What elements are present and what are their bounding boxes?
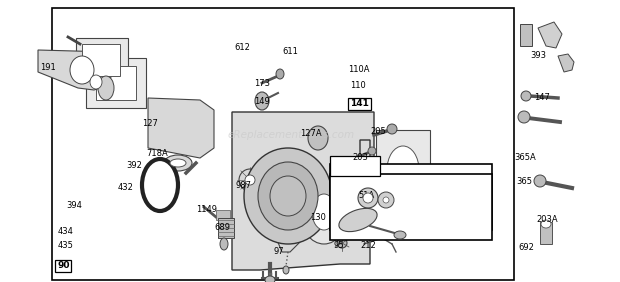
Text: 365A: 365A (514, 153, 536, 162)
Text: 127: 127 (142, 120, 158, 129)
Bar (218, 218, 234, 238)
Text: 147: 147 (534, 94, 550, 102)
Ellipse shape (245, 175, 255, 185)
Ellipse shape (283, 266, 289, 274)
Text: 127A: 127A (300, 129, 322, 138)
Text: 51A: 51A (358, 191, 374, 201)
Text: 692: 692 (518, 243, 534, 252)
Text: eReplacementParts.com: eReplacementParts.com (228, 130, 355, 140)
Ellipse shape (239, 169, 261, 191)
Text: 203: 203 (352, 153, 368, 162)
Ellipse shape (255, 92, 269, 110)
Ellipse shape (383, 197, 389, 203)
Ellipse shape (142, 159, 178, 211)
Ellipse shape (394, 231, 406, 239)
Ellipse shape (351, 181, 365, 199)
Ellipse shape (276, 69, 284, 79)
Text: 212: 212 (360, 241, 376, 250)
Bar (82, 44, 120, 76)
Ellipse shape (358, 188, 378, 208)
Polygon shape (558, 54, 574, 72)
Text: 1149: 1149 (196, 206, 217, 215)
Ellipse shape (220, 238, 228, 250)
Ellipse shape (387, 146, 419, 194)
Ellipse shape (170, 159, 186, 167)
Bar (76, 38, 128, 82)
Ellipse shape (90, 75, 102, 89)
Text: 365: 365 (516, 177, 532, 186)
Polygon shape (38, 50, 116, 90)
Polygon shape (538, 22, 562, 48)
Bar (86, 58, 146, 108)
Text: 95: 95 (334, 241, 345, 250)
Ellipse shape (363, 193, 373, 203)
Text: 149: 149 (254, 98, 270, 107)
Text: 435: 435 (58, 241, 74, 250)
Polygon shape (232, 112, 374, 270)
Ellipse shape (300, 180, 348, 244)
Bar (330, 164, 492, 230)
Text: 689: 689 (214, 224, 230, 232)
Ellipse shape (339, 208, 377, 232)
Bar (216, 210, 230, 220)
Text: 203A: 203A (536, 215, 557, 224)
Ellipse shape (387, 124, 397, 134)
Bar (376, 130, 430, 204)
Text: 432: 432 (118, 184, 134, 193)
Text: 393: 393 (530, 52, 546, 61)
Ellipse shape (270, 176, 306, 216)
Ellipse shape (308, 126, 328, 150)
Ellipse shape (312, 194, 336, 230)
Text: 110A: 110A (348, 65, 370, 74)
Text: 987: 987 (235, 182, 251, 191)
Ellipse shape (258, 162, 318, 230)
Bar (330, 174, 492, 240)
Ellipse shape (337, 238, 347, 248)
Polygon shape (148, 98, 214, 158)
Ellipse shape (244, 148, 332, 244)
Ellipse shape (541, 220, 551, 228)
Polygon shape (272, 214, 302, 252)
Ellipse shape (265, 276, 275, 282)
Text: 90: 90 (57, 261, 69, 270)
Ellipse shape (368, 147, 376, 155)
Text: 611: 611 (282, 47, 298, 56)
Text: 394: 394 (66, 202, 82, 210)
Ellipse shape (521, 91, 531, 101)
Bar (540, 222, 552, 244)
Ellipse shape (518, 111, 530, 123)
Text: 130: 130 (310, 213, 326, 222)
Bar (330, 156, 380, 176)
Bar (52, 8, 514, 280)
Ellipse shape (70, 56, 94, 84)
Text: 173: 173 (254, 80, 270, 89)
Ellipse shape (344, 172, 372, 208)
Ellipse shape (98, 76, 114, 100)
Bar (520, 24, 532, 46)
Ellipse shape (378, 192, 394, 208)
Text: 141: 141 (350, 100, 369, 109)
Text: 110: 110 (350, 81, 366, 91)
Text: 434: 434 (58, 228, 74, 237)
Text: 392: 392 (126, 162, 142, 171)
Text: 97: 97 (273, 248, 283, 257)
Ellipse shape (164, 155, 192, 171)
Bar (96, 66, 136, 100)
Ellipse shape (534, 175, 546, 187)
Text: 205: 205 (370, 127, 386, 136)
Text: 191: 191 (40, 63, 56, 72)
Text: 612: 612 (234, 43, 250, 52)
Text: 718A: 718A (146, 149, 168, 158)
